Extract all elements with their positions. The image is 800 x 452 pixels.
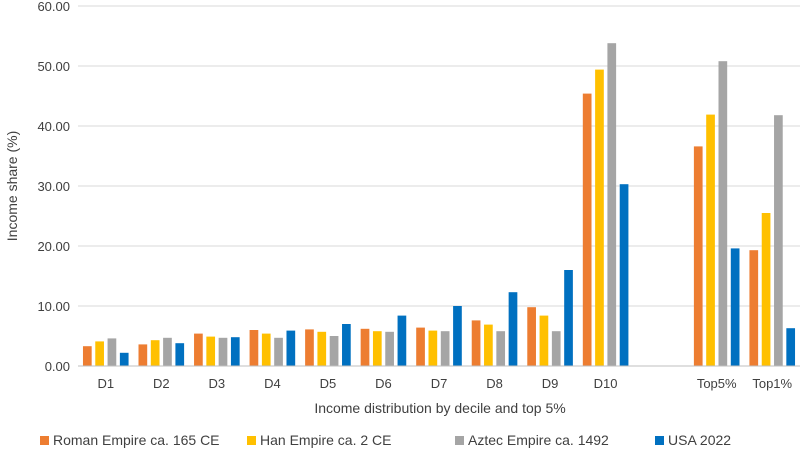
bar: [175, 343, 185, 366]
bar: [718, 61, 728, 366]
y-tick-label: 0.00: [45, 359, 70, 374]
legend-swatch: [655, 436, 664, 445]
legend-item: Han Empire ca. 2 CE: [247, 432, 392, 448]
bar: [397, 315, 407, 366]
bar: [119, 352, 129, 366]
bar: [107, 338, 117, 366]
bar: [249, 330, 259, 366]
x-tick-label: D10: [594, 376, 618, 391]
bar: [385, 331, 394, 366]
x-tick-label: D9: [542, 376, 559, 391]
y-tick-label: 40.00: [37, 119, 70, 134]
bar: [774, 115, 783, 366]
x-tick-label: D8: [486, 376, 503, 391]
bar: [138, 344, 148, 366]
bar: [360, 328, 370, 366]
gridlines: [78, 5, 800, 307]
legend: Roman Empire ca. 165 CE Han Empire ca. 2 …: [40, 432, 731, 448]
bar: [693, 146, 703, 366]
bar: [317, 331, 327, 366]
bar: [471, 320, 481, 366]
y-tick-label: 20.00: [37, 239, 70, 254]
bar: [150, 340, 160, 366]
y-axis-ticks: 0.00 10.00 20.00 30.00 40.00 50.00 60.00: [37, 0, 70, 374]
bar: [440, 331, 450, 366]
bar: [761, 213, 771, 366]
bar: [95, 341, 104, 366]
bar: [786, 328, 796, 366]
bar: [595, 69, 604, 366]
bar: [551, 331, 561, 366]
bar: [230, 337, 240, 366]
x-axis-ticks: D1 D2 D3 D4 D5 D6 D7 D8 D9 D10 Top5% Top1%: [97, 376, 792, 391]
legend-label: Aztec Empire ca. 1492: [468, 432, 609, 448]
bar: [706, 114, 715, 366]
bar: [342, 324, 351, 366]
bar: [274, 337, 283, 366]
bar: [496, 331, 506, 366]
y-tick-label: 10.00: [37, 299, 70, 314]
bar: [564, 270, 573, 366]
bar: [305, 329, 314, 366]
bar: [286, 330, 296, 366]
x-tick-label: Top1%: [752, 376, 792, 391]
bar: [539, 315, 549, 366]
bar: [428, 330, 438, 366]
bar: [508, 292, 518, 366]
y-tick-label: 50.00: [37, 59, 70, 74]
x-tick-label: D2: [153, 376, 170, 391]
bar: [82, 346, 92, 366]
x-axis-title: Income distribution by decile and top 5%: [314, 400, 565, 416]
bar: [730, 248, 740, 366]
legend-swatch: [455, 436, 464, 445]
bar: [261, 333, 271, 366]
y-tick-label: 30.00: [37, 179, 70, 194]
bar: [749, 250, 759, 366]
bar: [619, 184, 629, 366]
bar: [607, 43, 617, 366]
bar: [582, 93, 592, 366]
legend-swatch: [247, 436, 256, 445]
bar: [329, 336, 339, 366]
legend-swatch: [40, 436, 49, 445]
bars: [82, 43, 796, 366]
legend-item: Aztec Empire ca. 1492: [455, 432, 609, 448]
x-tick-label: D4: [264, 376, 281, 391]
legend-label: Han Empire ca. 2 CE: [260, 432, 392, 448]
x-tick-label: D3: [209, 376, 226, 391]
bar: [194, 333, 203, 366]
bar: [527, 307, 536, 366]
y-tick-label: 60.00: [37, 0, 70, 14]
x-tick-label: D1: [97, 376, 114, 391]
legend-label: USA 2022: [668, 432, 731, 448]
bar: [372, 331, 382, 366]
x-tick-label: D7: [431, 376, 448, 391]
bar: [484, 324, 493, 366]
bar: [453, 306, 462, 366]
bar: [218, 337, 228, 366]
y-axis-title: Income share (%): [4, 131, 20, 241]
x-tick-label: D6: [375, 376, 392, 391]
legend-item: Roman Empire ca. 165 CE: [40, 432, 220, 448]
bar: [206, 336, 216, 366]
legend-item: USA 2022: [655, 432, 731, 448]
bar: [163, 337, 172, 366]
legend-label: Roman Empire ca. 165 CE: [53, 432, 220, 448]
x-tick-label: D5: [320, 376, 337, 391]
bar: [416, 327, 425, 366]
x-tick-label: Top5%: [697, 376, 737, 391]
